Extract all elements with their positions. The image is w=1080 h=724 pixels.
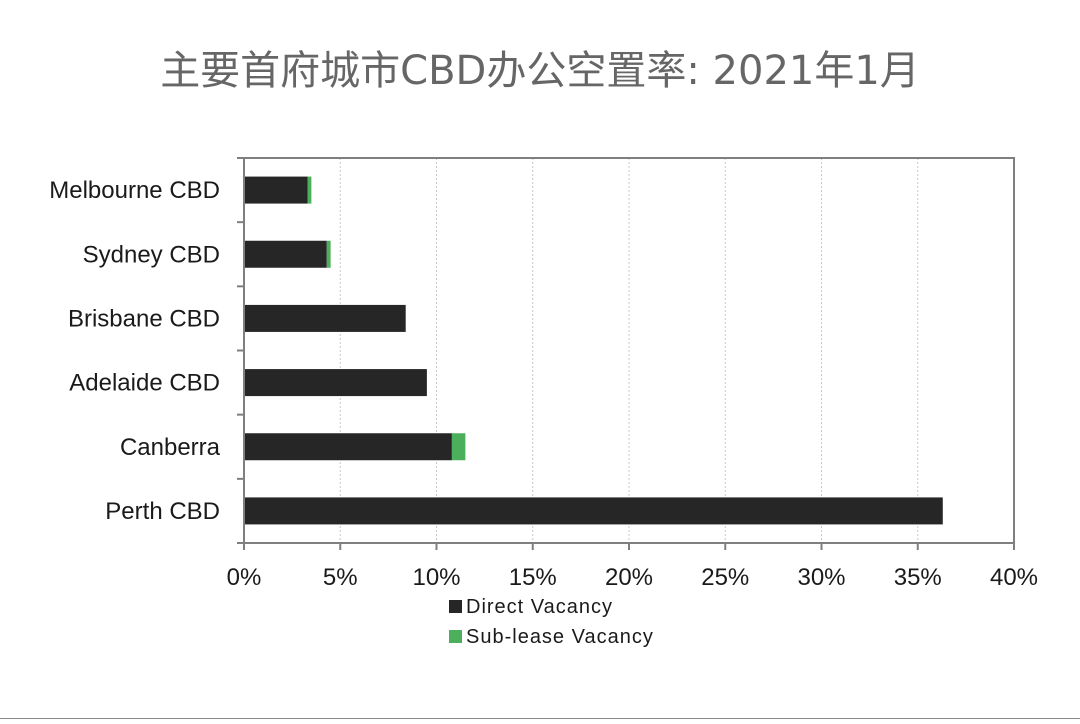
- bar-direct-vacancy: [244, 369, 427, 397]
- category-label: Canberra: [120, 434, 221, 461]
- x-tick-label: 15%: [509, 564, 557, 591]
- legend-label: Direct Vacancy: [466, 596, 613, 618]
- category-label: Adelaide CBD: [69, 370, 220, 397]
- bar-direct-vacancy: [244, 433, 452, 461]
- x-tick-label: 5%: [323, 564, 358, 591]
- axes: [237, 157, 1015, 550]
- bar-direct-vacancy: [244, 240, 327, 268]
- x-tick-label: 20%: [605, 564, 653, 591]
- legend-swatch-sublease: [449, 630, 462, 643]
- category-label: Sydney CBD: [83, 241, 220, 268]
- x-tick-label: 35%: [894, 564, 942, 591]
- bar-direct-vacancy: [244, 304, 406, 332]
- bar-sublease-vacancy: [451, 433, 466, 461]
- x-tick-label: 40%: [990, 564, 1038, 591]
- bottom-divider: [0, 718, 1080, 719]
- x-tick-label: 0%: [227, 564, 262, 591]
- x-tick-label: 30%: [797, 564, 845, 591]
- legend: Direct Vacancy Sub-lease Vacancy: [449, 596, 654, 648]
- grid-lines: [339, 158, 919, 543]
- category-label: Melbourne CBD: [49, 177, 220, 204]
- x-tick-labels: 0% 5% 10% 15% 20% 25% 30% 35% 40%: [227, 564, 1038, 591]
- bar-direct-vacancy: [244, 497, 943, 525]
- bar-sublease-vacancy: [326, 240, 331, 268]
- bar-direct-vacancy: [244, 176, 308, 204]
- legend-swatch-direct: [449, 600, 462, 613]
- x-tick-label: 10%: [412, 564, 460, 591]
- chart-title: 主要首府城市CBD办公空置率: 2021年1月: [160, 48, 920, 94]
- bar-sublease-vacancy: [307, 176, 312, 204]
- category-label: Brisbane CBD: [68, 305, 220, 332]
- x-tick-label: 25%: [701, 564, 749, 591]
- bars: [244, 176, 943, 525]
- legend-label: Sub-lease Vacancy: [466, 626, 654, 648]
- category-labels: Melbourne CBD Sydney CBD Brisbane CBD Adela…: [49, 177, 220, 525]
- category-label: Perth CBD: [105, 498, 220, 525]
